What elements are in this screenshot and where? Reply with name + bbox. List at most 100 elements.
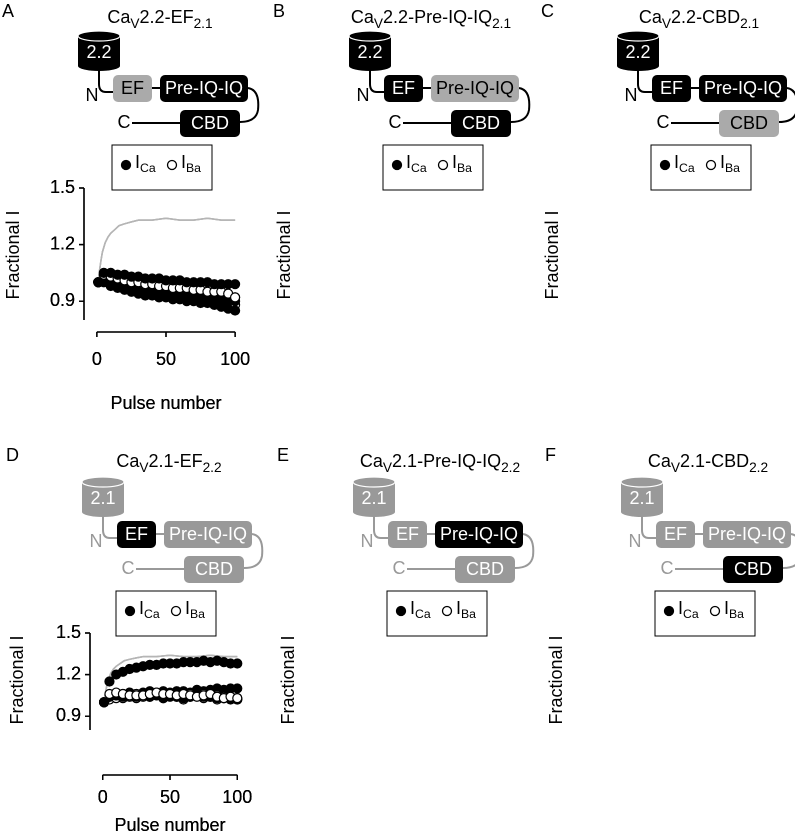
panel-title-part: V <box>662 16 672 31</box>
panel-title-part: V <box>671 460 681 475</box>
domain-box <box>160 75 248 102</box>
domain-box <box>117 521 156 548</box>
x-tick-label: 0 <box>98 787 108 807</box>
channel-bottom <box>82 507 124 517</box>
domain-box <box>388 521 427 548</box>
x-tick-label: 100 <box>222 787 252 807</box>
legend-label-part: Ba <box>725 161 740 175</box>
x-tick-label: 100 <box>222 787 252 807</box>
legend-label-part: Ba <box>186 161 201 175</box>
data-point <box>104 676 115 687</box>
legend-marker <box>663 605 675 617</box>
domain-box <box>699 75 787 102</box>
panel-title: CaV2.2-EF2.1 <box>107 7 212 31</box>
panel-title-part: V <box>130 16 140 31</box>
channel-top <box>352 476 396 488</box>
y-axis-label: Fractional I <box>542 210 562 299</box>
legend-marker <box>120 159 132 171</box>
channel-top <box>77 30 121 42</box>
panel-title-part: 2.1-Pre-IQ-IQ <box>392 451 501 471</box>
legend-label-part: I <box>720 152 725 172</box>
panel-title: CaV2.2-Pre-IQ-IQ2.1 <box>351 7 511 31</box>
domain-box <box>723 556 783 583</box>
domain-label: CBD <box>730 113 768 133</box>
y-tick-label: 1.5 <box>56 622 81 642</box>
linker <box>102 512 117 539</box>
legend-marker <box>441 605 453 617</box>
channel-diagram: 2.1 NC EF Pre-IQ-IQ CBD <box>352 476 535 583</box>
legend-label: IBa <box>181 152 201 175</box>
panel-title: CaV2.1-Pre-IQ-IQ2.2 <box>360 451 520 475</box>
legend-label: ICa <box>678 598 699 621</box>
y-tick-label: 1.2 <box>56 663 81 683</box>
c-terminus: C <box>122 558 135 578</box>
panel-title-part: 2.2 <box>203 460 222 475</box>
y-tick-label: 0.9 <box>50 290 75 310</box>
legend-label: IBa <box>724 598 744 621</box>
n-terminus: N <box>629 531 642 551</box>
domain-box <box>656 521 695 548</box>
legend-label: ICa <box>674 152 695 175</box>
domain-box <box>435 521 523 548</box>
panel-title-part: 2.2-Pre-IQ-IQ <box>383 7 492 27</box>
legend-label-part: I <box>181 152 186 172</box>
panel-title-part: V <box>139 460 149 475</box>
legend-label-part: I <box>452 152 457 172</box>
x-tick-label: 0 <box>98 787 108 807</box>
data-point <box>232 683 243 694</box>
x-tick-label: 50 <box>160 787 180 807</box>
panel-title-part: 2.1-CBD <box>680 451 749 471</box>
x-tick-label: 50 <box>156 349 176 369</box>
channel-label: 2.2 <box>86 42 111 62</box>
x-axis-label: Pulse number <box>110 393 221 413</box>
channel-diagram: 2.1 NC EF Pre-IQ-IQ CBD <box>620 476 795 583</box>
channel-top <box>348 30 392 42</box>
legend-label-part: Ca <box>140 161 156 175</box>
data-point <box>93 277 104 288</box>
linker <box>641 512 656 539</box>
y-tick-label: 0.9 <box>56 705 81 725</box>
linker <box>98 66 113 93</box>
linker <box>369 66 384 93</box>
panel-title-part: Ca <box>351 7 375 27</box>
domain-box <box>652 75 691 102</box>
panel-title-part: Ca <box>648 451 672 471</box>
legend-label: IBa <box>185 598 205 621</box>
domain-label: CBD <box>195 559 233 579</box>
panel-title-part: 2.2 <box>749 460 768 475</box>
c-terminus: C <box>657 112 670 132</box>
legend-label-part: Ca <box>411 161 427 175</box>
panel-title-part: 2.1 <box>740 16 759 31</box>
panel-title-part: Ca <box>639 7 663 27</box>
y-tick-label: 1.5 <box>56 622 81 642</box>
legend-label-part: I <box>135 152 140 172</box>
y-tick-label: 1.5 <box>50 177 75 197</box>
linker <box>136 533 264 570</box>
legend-label-part: I <box>139 598 144 618</box>
legend-label-part: Ba <box>461 607 476 621</box>
domain-box <box>164 521 252 548</box>
domain-label: EF <box>121 78 144 98</box>
y-tick-label: 1.2 <box>50 233 75 253</box>
linker <box>671 87 795 124</box>
domain-label: CBD <box>462 113 500 133</box>
domain-box <box>455 556 515 583</box>
y-tick-label: 0.9 <box>56 705 81 725</box>
panel-title-part: 2.2-CBD <box>671 7 740 27</box>
linker <box>675 533 795 570</box>
legend-label: IBa <box>456 598 476 621</box>
legend-label-part: I <box>674 152 679 172</box>
y-tick-label: 0.9 <box>50 290 75 310</box>
y-axis-label: Fractional I <box>274 210 294 299</box>
channel-bottom <box>621 507 663 517</box>
domain-label: CBD <box>191 113 229 133</box>
panel-letter: B <box>273 1 285 21</box>
domain-box <box>719 110 779 137</box>
panel-title-part: V <box>374 16 384 31</box>
y-tick-label: 0.9 <box>50 290 75 310</box>
legend-label-part: Ca <box>415 607 431 621</box>
channel-top <box>81 476 125 488</box>
panel-title-part: 2.2-EF <box>140 7 194 27</box>
legend-label-part: Ca <box>144 607 160 621</box>
